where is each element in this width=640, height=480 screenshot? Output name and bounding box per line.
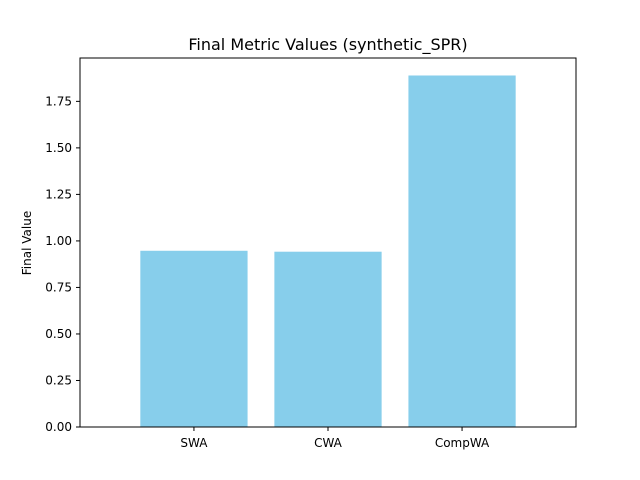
- y-tick-label: 0.25: [45, 373, 72, 387]
- plot-frame: [79, 57, 577, 428]
- y-tick-label: 0.50: [45, 327, 72, 341]
- x-tick-label-cwa: CWA: [314, 436, 343, 450]
- x-tick-label-compwa: CompWA: [435, 436, 490, 450]
- y-tick-label: 1.50: [45, 141, 72, 155]
- y-tick-label: 1.25: [45, 187, 72, 201]
- x-axis: SWA CWA CompWA: [180, 427, 490, 450]
- y-tick-label: 1.75: [45, 94, 72, 108]
- x-tick-label-swa: SWA: [180, 436, 208, 450]
- bar-compwa: [408, 75, 516, 428]
- y-tick-label: 0.75: [45, 280, 72, 294]
- y-tick-label: 0.00: [45, 420, 72, 434]
- chart-title: Final Metric Values (synthetic_SPR): [188, 35, 467, 55]
- bar-cwa: [274, 251, 382, 427]
- y-axis: 0.00 0.25 0.50 0.75 1.00 1.25 1.50 1.75: [45, 94, 80, 434]
- bars-group: [140, 75, 516, 428]
- y-axis-label: Final Value: [20, 211, 34, 275]
- bar-swa: [140, 250, 248, 427]
- y-tick-label: 1.00: [45, 234, 72, 248]
